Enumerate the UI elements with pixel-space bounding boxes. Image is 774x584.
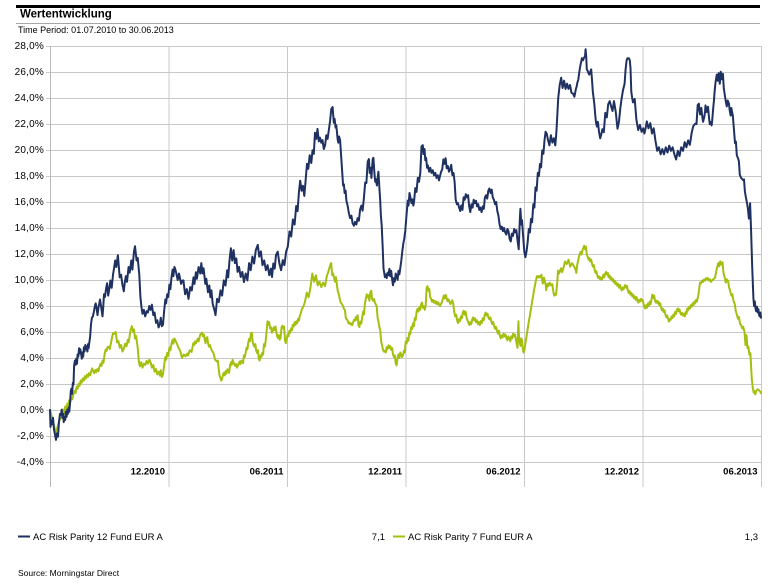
svg-text:2,0%: 2,0% (20, 379, 44, 390)
svg-text:14,0%: 14,0% (15, 223, 44, 234)
svg-text:12,0%: 12,0% (15, 249, 44, 260)
svg-text:12.2012: 12.2012 (605, 467, 639, 478)
svg-text:Time Period: 01.07.2010 to 30.: Time Period: 01.07.2010 to 30.06.2013 (18, 25, 174, 35)
svg-text:18,0%: 18,0% (15, 171, 44, 182)
svg-text:20,0%: 20,0% (15, 145, 44, 156)
svg-text:10,0%: 10,0% (15, 275, 44, 286)
svg-text:AC Risk Parity 12 Fund EUR A: AC Risk Parity 12 Fund EUR A (33, 532, 164, 543)
svg-text:7,1: 7,1 (372, 532, 385, 543)
svg-text:22,0%: 22,0% (15, 119, 44, 130)
svg-text:06.2011: 06.2011 (250, 467, 285, 478)
svg-text:24,0%: 24,0% (15, 93, 44, 104)
svg-text:8,0%: 8,0% (20, 301, 44, 312)
svg-text:Source: Morningstar Direct: Source: Morningstar Direct (18, 568, 120, 578)
svg-text:6,0%: 6,0% (20, 327, 44, 338)
svg-text:12.2010: 12.2010 (131, 467, 165, 478)
svg-text:06.2013: 06.2013 (723, 467, 757, 478)
svg-text:4,0%: 4,0% (20, 353, 44, 364)
svg-text:Wertentwicklung: Wertentwicklung (20, 9, 112, 21)
svg-text:-2,0%: -2,0% (17, 431, 44, 442)
svg-text:28,0%: 28,0% (15, 41, 44, 52)
svg-text:1,3: 1,3 (745, 532, 758, 543)
svg-text:06.2012: 06.2012 (486, 467, 520, 478)
svg-text:12.2011: 12.2011 (368, 467, 403, 478)
svg-text:-4,0%: -4,0% (17, 457, 44, 468)
svg-text:26,0%: 26,0% (15, 67, 44, 78)
svg-text:AC Risk Parity 7 Fund EUR A: AC Risk Parity 7 Fund EUR A (408, 532, 533, 543)
svg-text:16,0%: 16,0% (15, 197, 44, 208)
svg-text:0,0%: 0,0% (20, 405, 44, 416)
